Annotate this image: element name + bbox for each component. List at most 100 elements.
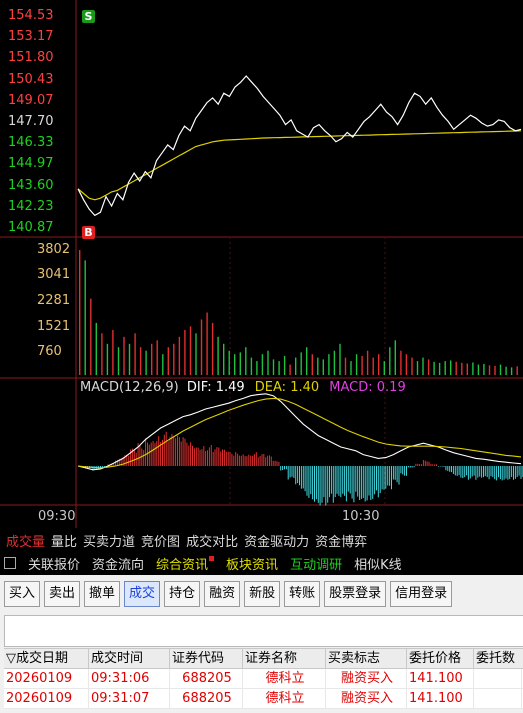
price-tick: 146.33	[8, 135, 54, 151]
table-cell: 141.100	[407, 669, 474, 688]
volume-bar	[84, 260, 86, 375]
trade-panel: 买入 卖出 撤单 成交 持仓 融资 新股 转账 股票登录 信用登录 ▽成交日期 成交时间 证券代码 证券…	[0, 575, 523, 713]
table-row[interactable]: 20260109 09:31:06 688205 德科立 融资买入 141.100	[4, 669, 523, 689]
volume-bar	[494, 366, 496, 375]
volume-bar	[223, 343, 225, 375]
price-tick: 147.70	[8, 114, 54, 129]
toolbar-button[interactable]: 股票登录	[324, 581, 387, 607]
volume-bar	[477, 364, 480, 375]
volume-bar	[466, 363, 468, 375]
volume-bar	[389, 347, 391, 375]
volume-bar	[339, 343, 341, 375]
toolbar-button[interactable]: 信用登录	[390, 581, 453, 607]
trade-table: ▽成交日期 成交时间 证券代码 证券名称 买卖标志 委托价格 委托数 20260109 09:…	[4, 648, 523, 709]
volume-bar	[472, 362, 474, 375]
volume-bar	[112, 329, 114, 375]
indicator-tab[interactable]: 成交量	[6, 534, 46, 550]
volume-bar	[461, 362, 463, 375]
table-cell: 09:31:06	[89, 669, 170, 688]
volume-bar	[488, 365, 491, 375]
column-header[interactable]: 证券名称	[243, 649, 326, 668]
intraday-chart[interactable]: 154.53 153.17 151.80 150.43 149.07 147.70 146.…	[0, 0, 523, 528]
volume-bar	[405, 354, 408, 375]
volume-bar	[239, 352, 241, 375]
indicator-tab[interactable]: 竞价图	[141, 534, 181, 550]
column-header[interactable]: ▽成交日期	[4, 649, 89, 668]
dea-value: DEA: 1.40	[254, 380, 320, 395]
dea-line	[77, 397, 522, 469]
volume-bar	[184, 329, 186, 375]
toolbar-button[interactable]: 成交	[124, 581, 161, 607]
column-header[interactable]: 成交时间	[89, 649, 170, 668]
info-tab[interactable]: 综合资讯	[156, 557, 209, 573]
volume-bar	[151, 343, 153, 375]
dif-line	[77, 393, 522, 471]
table-cell: 融资买入	[326, 669, 407, 688]
volume-bar	[361, 355, 363, 375]
volume-bar	[344, 357, 347, 375]
query-area	[4, 615, 523, 647]
toolbar-button[interactable]: 转账	[284, 581, 321, 607]
info-tab[interactable]: 相似K线	[354, 557, 402, 573]
volume-bar	[328, 354, 330, 375]
toolbar-button[interactable]: 撤单	[84, 581, 121, 607]
column-header[interactable]: 委托价格	[407, 649, 474, 668]
toolbar-button[interactable]: 新股	[244, 581, 281, 607]
volume-tick: 2281	[37, 293, 71, 308]
trade-toolbar: 买入 卖出 撤单 成交 持仓 融资 新股 转账 股票登录 信用登录	[0, 581, 453, 609]
volume-bar	[366, 350, 369, 375]
toolbar-button[interactable]: 融资	[204, 581, 241, 607]
info-tab[interactable]: 板块资讯	[226, 557, 279, 573]
macd-value: MACD: 0.19	[329, 380, 406, 395]
toolbar-button[interactable]: 买入	[4, 581, 41, 607]
indicator-tab[interactable]: 买卖力道	[83, 534, 136, 550]
indicator-tab[interactable]: 资金驱动力	[244, 534, 310, 550]
table-cell	[474, 669, 522, 688]
volume-bar	[178, 336, 181, 375]
volume-bar	[167, 347, 169, 375]
volume-bar	[378, 354, 380, 375]
info-tab[interactable]: 互动调研	[290, 557, 343, 573]
indicator-tab[interactable]: 成交对比	[186, 534, 239, 550]
indicator-tab[interactable]: 量比	[51, 534, 78, 550]
price-tick: 154.53	[8, 8, 54, 23]
toolbar-button[interactable]: 持仓	[164, 581, 201, 607]
table-row[interactable]: 20260109 09:31:07 688205 德科立 融资买入 141.100	[4, 689, 523, 709]
panel-toggle-icon[interactable]	[4, 557, 16, 569]
volume-bar	[383, 361, 385, 375]
table-cell: 德科立	[243, 669, 326, 688]
volume-tick: 1521	[37, 319, 71, 334]
volume-bar	[228, 350, 230, 375]
info-tab[interactable]: 资金流向	[92, 557, 145, 573]
volume-bar	[117, 347, 120, 375]
volume-bar	[400, 350, 402, 375]
volume-bar	[483, 363, 485, 375]
volume-bar	[306, 347, 308, 375]
info-tab[interactable]: 关联报价	[28, 557, 81, 573]
column-header[interactable]: 买卖标志	[326, 649, 407, 668]
volume-tick: 760	[37, 344, 62, 359]
price-tick: 153.17	[8, 29, 54, 45]
volume-bar	[162, 354, 164, 375]
volume-bar	[245, 347, 247, 375]
volume-bar	[355, 354, 358, 375]
volume-bar	[267, 350, 269, 375]
column-header[interactable]: 委托数	[476, 651, 516, 666]
volume-bar	[134, 333, 136, 375]
table-cell: 20260109	[4, 689, 89, 708]
volume-tick: 3041	[37, 267, 71, 282]
volume-bar	[79, 250, 81, 375]
volume-bar	[433, 361, 435, 375]
volume-bar	[250, 357, 253, 375]
column-header[interactable]: 证券代码	[170, 649, 243, 668]
table-cell: 09:31:07	[89, 689, 170, 708]
price-tick: 150.43	[8, 71, 54, 87]
volume-bar	[123, 336, 125, 375]
volume-bar	[106, 343, 109, 375]
toolbar-button[interactable]: 卖出	[44, 581, 81, 607]
volume-bar	[200, 319, 203, 375]
volume-bar	[206, 312, 208, 375]
indicator-tab[interactable]: 资金博弈	[315, 534, 368, 550]
chart-canvas	[0, 0, 523, 528]
macd-legend: MACD(12,26,9) DIF: 1.49 DEA: 1.40 MACD: …	[80, 380, 406, 395]
